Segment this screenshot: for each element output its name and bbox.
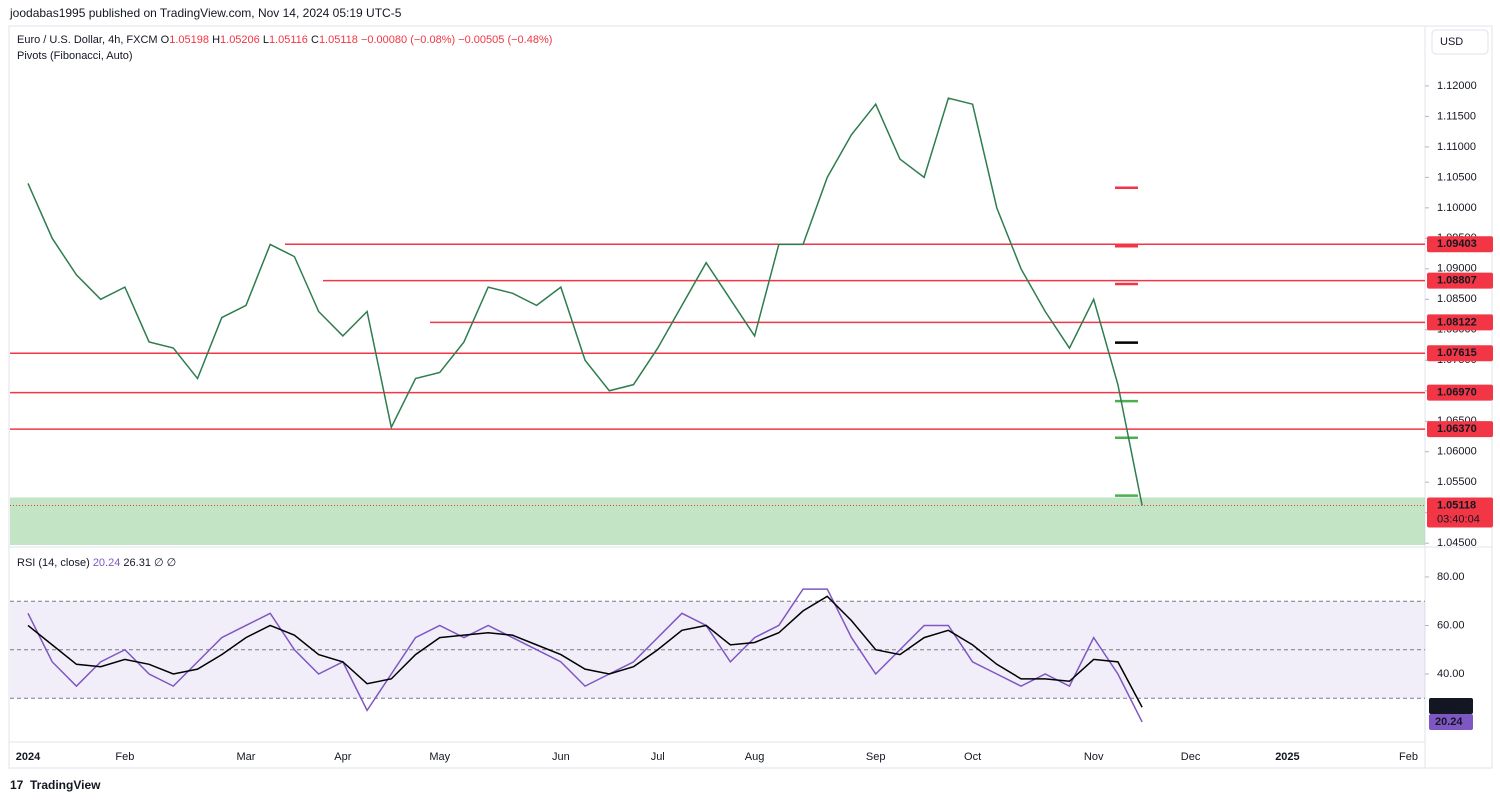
indicator-name: Pivots (Fibonacci, Auto) bbox=[17, 50, 133, 62]
y-tick-label: 1.04500 bbox=[1437, 537, 1477, 549]
x-tick-label: Mar bbox=[237, 751, 256, 763]
symbol: Euro / U.S. Dollar, 4h, FXCM bbox=[17, 34, 158, 46]
level-label-box bbox=[1427, 236, 1493, 253]
x-tick-label: Oct bbox=[964, 751, 981, 763]
y-tick-label: 1.08500 bbox=[1437, 293, 1477, 305]
l-value: 1.05116 bbox=[269, 34, 308, 46]
x-tick-label: Jun bbox=[552, 751, 570, 763]
x-tick-label: Sep bbox=[866, 751, 886, 763]
level-label: 1.09403 bbox=[1437, 238, 1477, 250]
currency-button[interactable] bbox=[1431, 29, 1489, 55]
x-tick-label: 2025 bbox=[1275, 751, 1299, 763]
y-tick-label: 1.09000 bbox=[1437, 263, 1477, 275]
series-line bbox=[27, 588, 1143, 723]
o-label: O bbox=[161, 34, 170, 46]
change: −0.00080 (−0.08%) bbox=[361, 34, 455, 46]
l-label: L bbox=[263, 34, 269, 46]
rsi-legend: RSI (14, close) 20.24 26.31 ∅ ∅ bbox=[17, 557, 176, 569]
level-label: 1.08807 bbox=[1437, 274, 1477, 286]
y-tick-label: 80.00 bbox=[1437, 571, 1465, 583]
price-label-box bbox=[1427, 497, 1493, 528]
legend: Euro / U.S. Dollar, 4h, FXCM O1.05198 H1… bbox=[17, 34, 552, 46]
symbol-a: ∅ bbox=[154, 557, 164, 569]
y-tick-label: 1.12000 bbox=[1437, 80, 1477, 92]
level-label: 1.06970 bbox=[1437, 386, 1477, 398]
level-label: 1.08122 bbox=[1437, 316, 1477, 328]
series-line bbox=[27, 97, 1143, 506]
x-tick-label: Aug bbox=[745, 751, 765, 763]
c-label: C bbox=[311, 34, 319, 46]
price-label: 1.05118 bbox=[1437, 499, 1476, 511]
y-tick-label: 1.05500 bbox=[1437, 476, 1477, 488]
x-tick-label: Dec bbox=[1181, 751, 1201, 763]
series-line bbox=[27, 595, 1143, 708]
rsi-label-box bbox=[1429, 714, 1473, 730]
level-label-box bbox=[1427, 272, 1493, 289]
currency[interactable]: USD bbox=[1440, 36, 1463, 48]
x-tick-label: Apr bbox=[334, 751, 351, 763]
rsi-label-box bbox=[1429, 698, 1473, 714]
h-label: H bbox=[212, 34, 220, 46]
brand: TradingView bbox=[30, 778, 101, 792]
published: joodabas1995 published on TradingView.co… bbox=[9, 6, 402, 20]
rsi-label: 20.24 bbox=[1435, 716, 1463, 728]
rsi-title: RSI (14, close) bbox=[17, 557, 90, 569]
o-value: 1.05198 bbox=[169, 34, 209, 46]
zone bbox=[10, 497, 1425, 545]
y-tick-label: 1.10000 bbox=[1437, 202, 1477, 214]
x-tick-label: May bbox=[429, 751, 450, 763]
level-label: 1.07615 bbox=[1437, 347, 1477, 359]
countdown: 03:40:04 bbox=[1437, 513, 1480, 525]
brand-logo: 17 bbox=[10, 778, 24, 792]
x-tick-label: Jul bbox=[651, 751, 665, 763]
rsi-label: 26.31 bbox=[1435, 700, 1463, 712]
x-tick-label: Nov bbox=[1084, 751, 1104, 763]
y-tick-label: 1.06000 bbox=[1437, 446, 1477, 458]
change2: −0.00505 (−0.48%) bbox=[458, 34, 552, 46]
level-label-box bbox=[1427, 345, 1493, 362]
c-value: 1.05118 bbox=[319, 34, 358, 46]
y-tick-label: 60.00 bbox=[1437, 619, 1465, 631]
rsi-value: 20.24 bbox=[93, 557, 121, 569]
rsi-ma-value: 26.31 bbox=[123, 557, 151, 569]
y-tick-label: 1.10500 bbox=[1437, 171, 1477, 183]
x-tick-label: Feb bbox=[115, 751, 134, 763]
level-label-box bbox=[1427, 384, 1493, 401]
level-label: 1.06370 bbox=[1437, 423, 1477, 435]
level-label-box bbox=[1427, 421, 1493, 438]
level-label-box bbox=[1427, 314, 1493, 331]
y-tick-label: 1.11500 bbox=[1437, 110, 1476, 122]
x-tick-label: 2024 bbox=[16, 751, 41, 763]
y-tick-label: 40.00 bbox=[1437, 668, 1465, 680]
x-tick-label: Feb bbox=[1399, 751, 1418, 763]
symbol-b: ∅ bbox=[167, 557, 177, 569]
h-value: 1.05206 bbox=[220, 34, 260, 46]
y-tick-label: 1.11000 bbox=[1437, 141, 1476, 153]
